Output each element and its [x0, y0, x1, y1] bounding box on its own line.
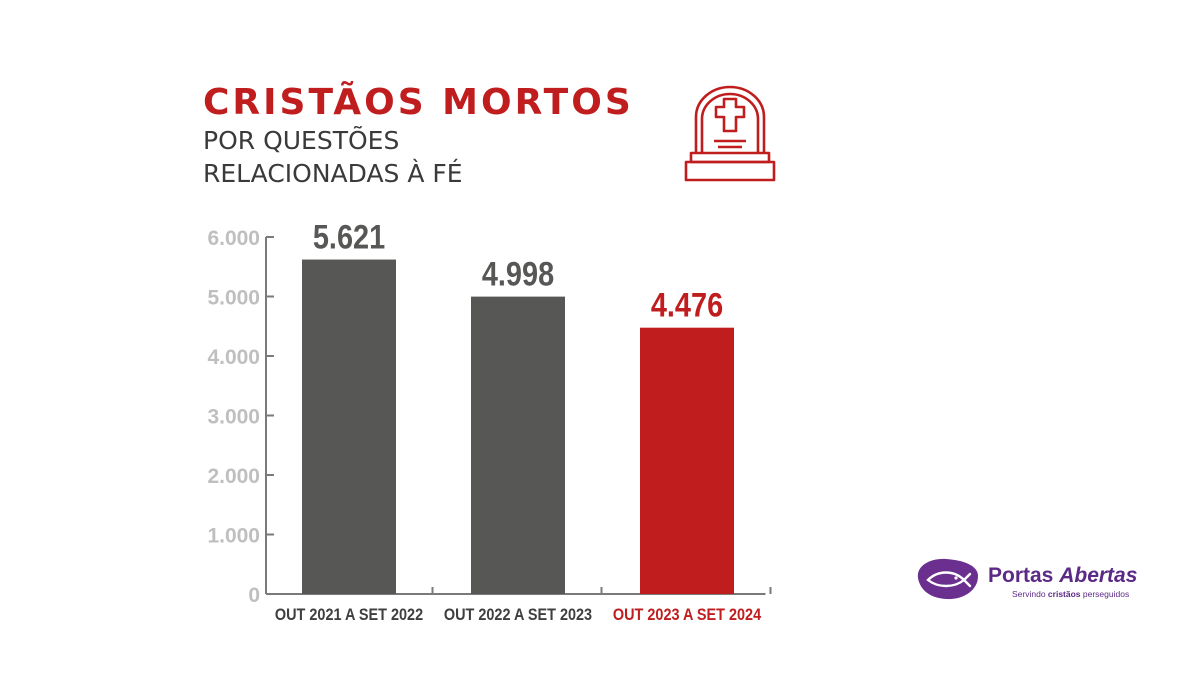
bar-value-label: 5.621	[313, 217, 385, 256]
y-tick-label: 0	[248, 584, 260, 607]
logo-tagline: Servindo cristãos perseguidos	[1012, 589, 1130, 599]
y-tick-label: 3.000	[207, 406, 260, 429]
subtitle-line-1: POR QUESTÕES	[203, 126, 400, 155]
x-category-label: OUT 2022 A SET 2023	[444, 606, 592, 624]
y-tick-label: 6.000	[207, 227, 260, 250]
x-category-label: OUT 2021 A SET 2022	[275, 606, 423, 624]
bar	[471, 296, 565, 594]
x-category-label: OUT 2023 A SET 2024	[613, 606, 761, 624]
y-tick-label: 4.000	[207, 346, 260, 369]
subtitle-line-2: RELACIONADAS À FÉ	[203, 159, 463, 188]
chart-title: CRISTÃOS MORTOS	[203, 82, 634, 123]
bar-value-label: 4.476	[651, 285, 723, 324]
logo-name: Portas Abertas	[988, 564, 1138, 587]
bar-value-label: 4.998	[482, 254, 554, 293]
fish-logo-icon	[917, 558, 978, 600]
bar	[302, 259, 396, 594]
tombstone-icon	[684, 85, 776, 182]
portas-abertas-logo: Portas Abertas Servindo cristãos persegu…	[914, 556, 1144, 602]
chart-subtitle: POR QUESTÕES RELACIONADAS À FÉ	[203, 124, 463, 190]
y-tick-label: 2.000	[207, 465, 260, 488]
y-tick-label: 1.000	[207, 525, 260, 548]
y-tick-label: 5.000	[207, 287, 260, 310]
bar	[640, 327, 734, 594]
